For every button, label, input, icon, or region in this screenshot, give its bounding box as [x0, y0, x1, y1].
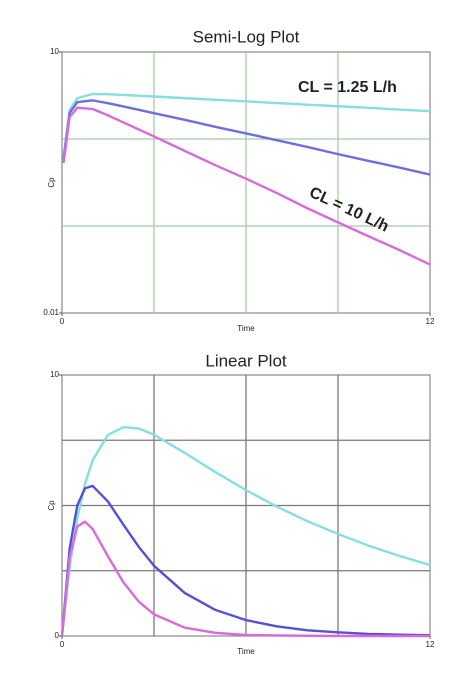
y-tick-label: 10: [50, 47, 59, 56]
x-axis-label: Time: [237, 324, 255, 333]
y-tick-label: 10: [50, 370, 59, 379]
series-line: [62, 106, 431, 266]
y-axis-label: Cp: [47, 177, 56, 188]
series-line: [62, 99, 431, 176]
x-axis-label: Time: [237, 647, 255, 656]
x-tick-label: 0: [60, 317, 65, 326]
series-line: [60, 520, 430, 638]
y-tick-label: 0: [55, 631, 60, 640]
y-tick-label: 0.01: [43, 308, 59, 317]
series-line: [62, 92, 431, 157]
annotation: CL = 1.25 L/h: [298, 79, 397, 96]
x-tick-label: 12: [426, 317, 435, 326]
chart-title: Semi-Log Plot: [193, 27, 300, 46]
series-line: [60, 484, 431, 637]
x-tick-label: 0: [60, 640, 65, 649]
chart-title: Linear Plot: [205, 351, 287, 370]
y-axis-label: Cp: [47, 500, 56, 511]
x-tick-label: 12: [426, 640, 435, 649]
